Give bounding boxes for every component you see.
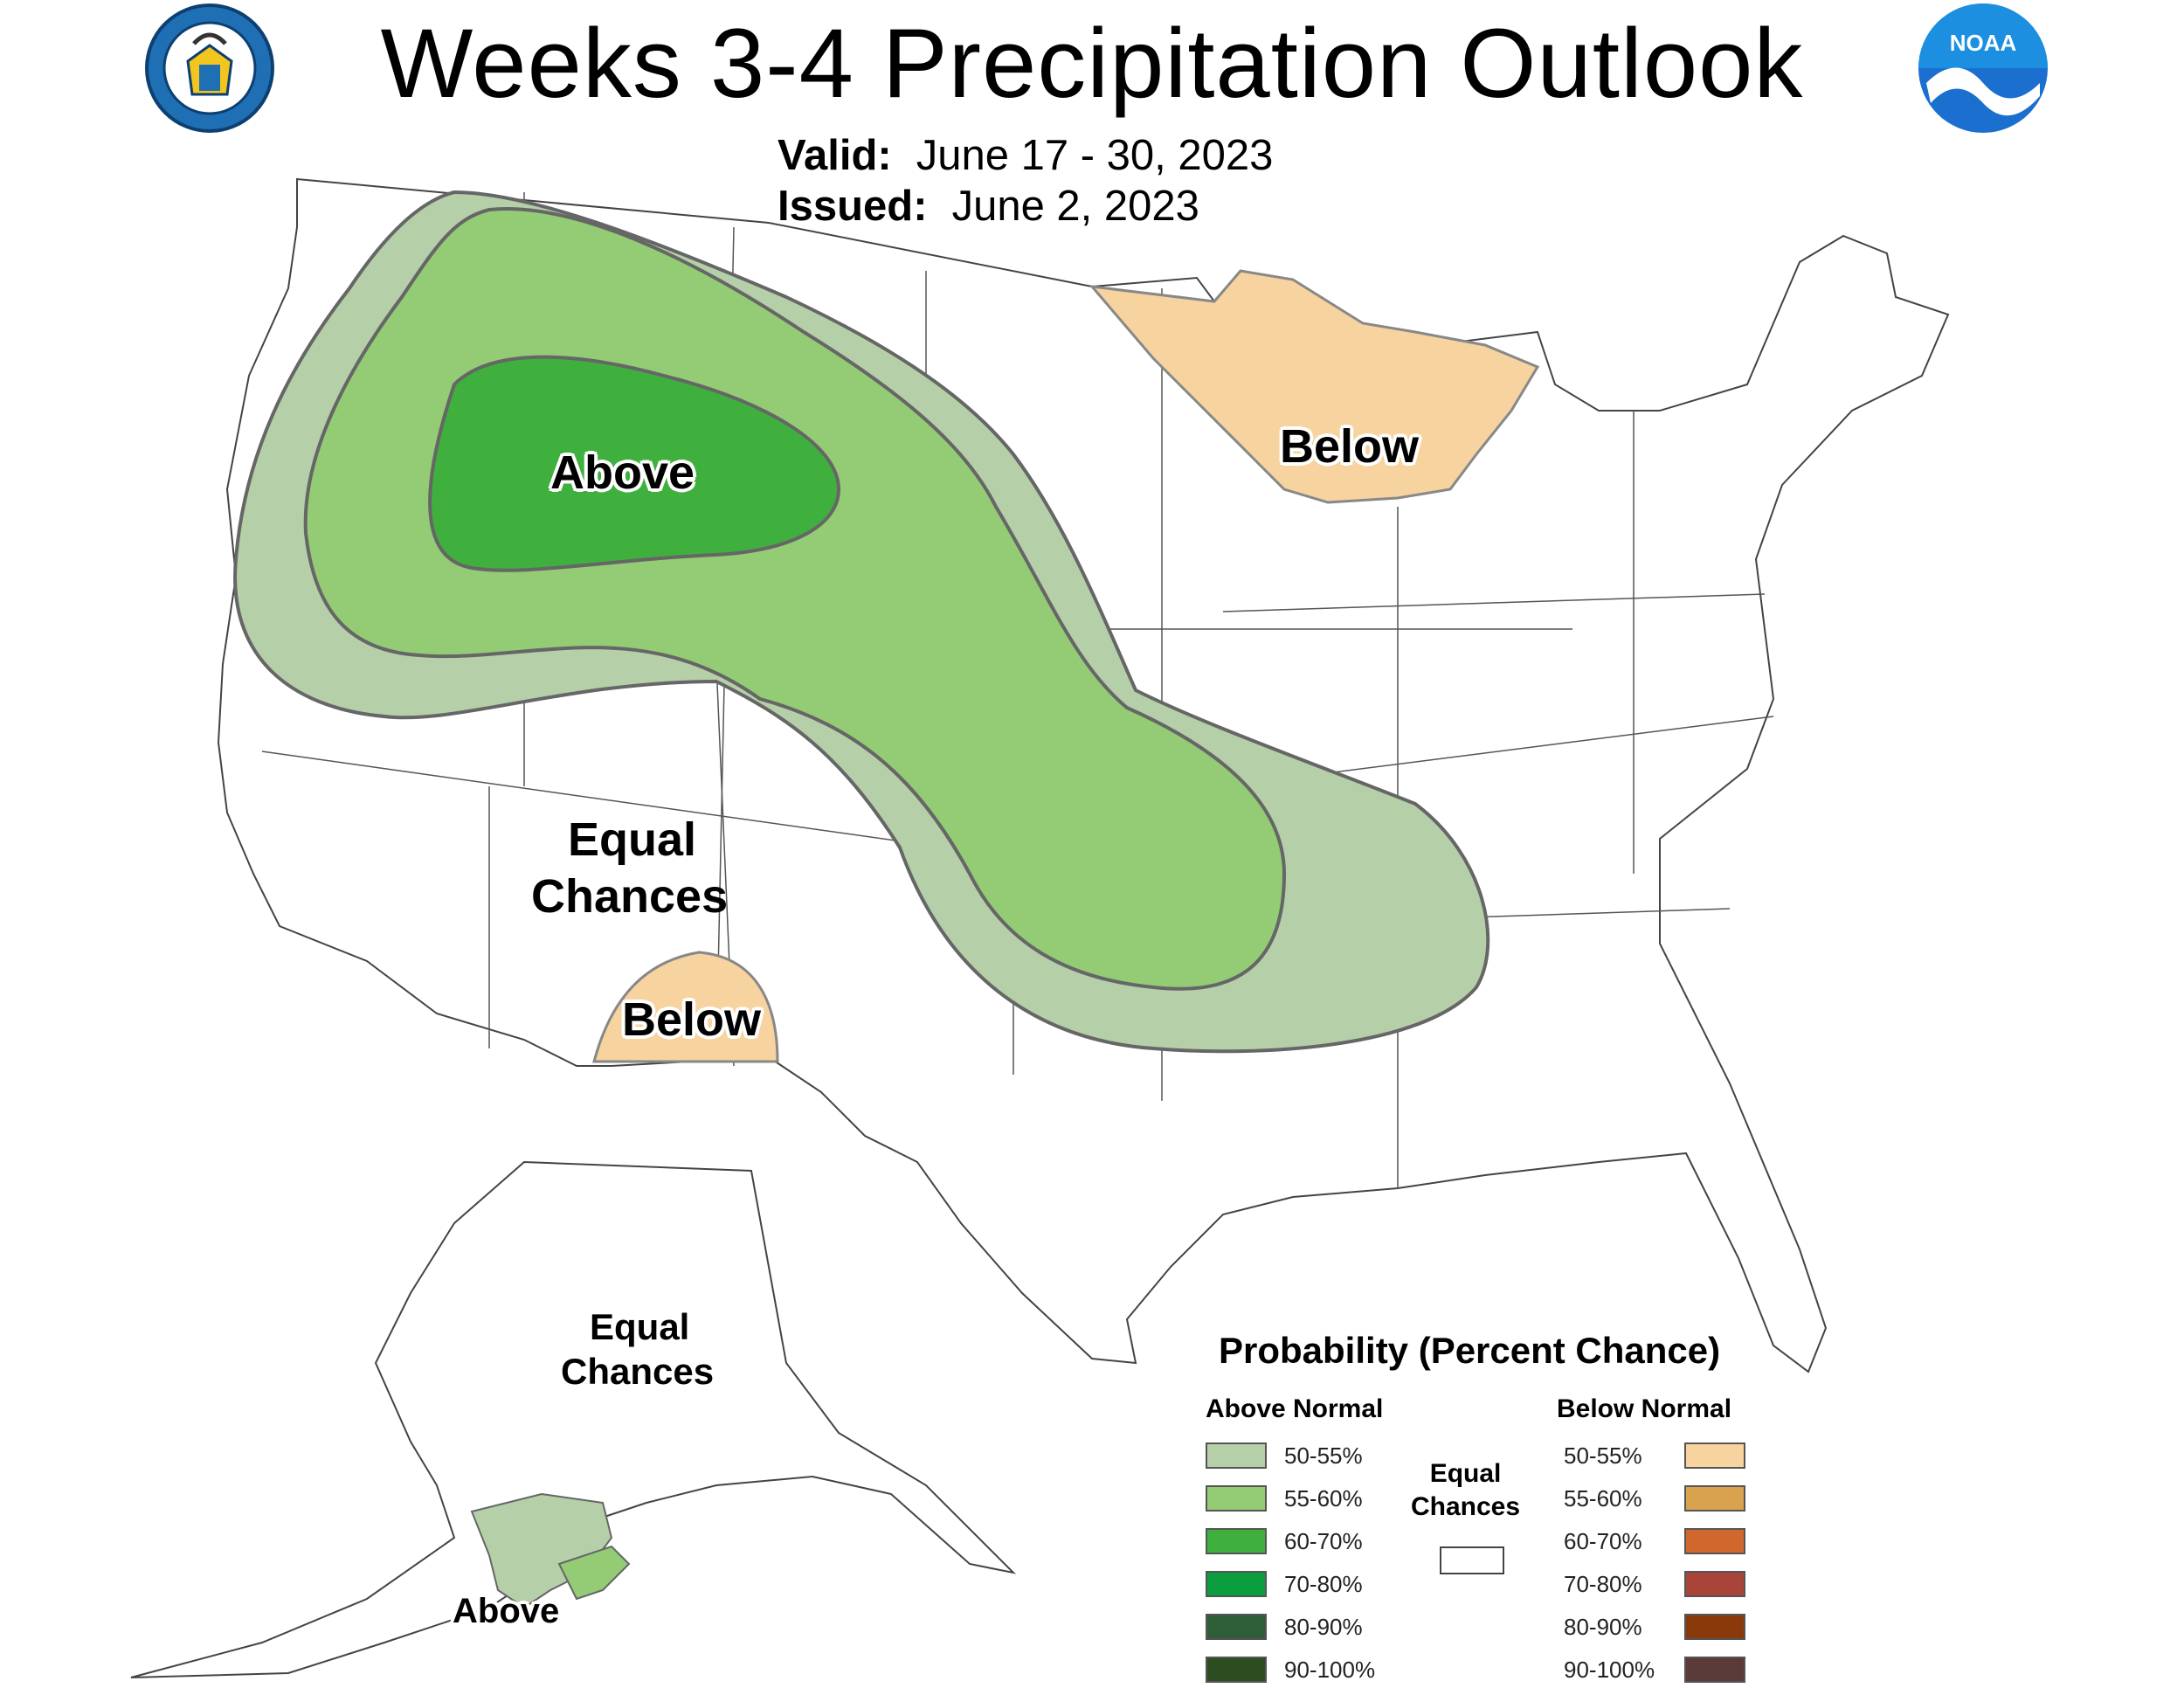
legend-above-swatch-1 [1206,1485,1267,1512]
label-alaska-above: Above [453,1592,560,1630]
legend-below-swatch-2 [1684,1528,1745,1554]
legend-above-swatch-5 [1206,1657,1267,1683]
legend-below-header: Below Normal [1557,1394,1732,1423]
valid-dates-row: Valid: June 17 - 30, 2023 [778,131,1273,180]
legend-above-swatch-2 [1206,1528,1267,1554]
label-equal-chances-1: Equal [568,813,697,866]
legend-above-swatch-0 [1206,1442,1267,1469]
label-below-southwest: Below [622,993,762,1046]
legend-title: Probability (Percent Chance) [1219,1330,1721,1371]
legend-below-label-3: 70-80% [1564,1571,1642,1597]
noaa-icon: NOAA [1918,3,2048,133]
legend-above-label-3: 70-80% [1284,1571,1363,1597]
valid-dates: June 17 - 30, 2023 [916,132,1274,179]
alaska-outline [130,1160,1017,1678]
legend-above-label-4: 80-90% [1284,1614,1363,1640]
legend-equal-1: Equal [1429,1459,1502,1488]
legend-below-swatch-1 [1684,1485,1745,1512]
alaska-above-strong-region [557,1545,631,1601]
legend-below-label-2: 60-70% [1564,1528,1642,1554]
below-great-lakes-region [1089,269,1540,504]
legend-above-header: Above Normal [1206,1394,1384,1423]
legend-below-swatch-3 [1684,1571,1745,1597]
legend-below-swatch-4 [1684,1614,1745,1640]
issued-date: June 2, 2023 [951,183,1199,230]
above-60-70-region [428,355,841,572]
legend-below-label-4: 80-90% [1564,1614,1642,1640]
legend-above-swatch-3 [1206,1571,1267,1597]
legend-below-swatch-0 [1684,1442,1745,1469]
below-southwest-region [592,951,779,1063]
legend-equal-chances-label: Equal Chances [1411,1457,1520,1524]
label-equal-chances-2: Chances [531,870,729,923]
legend-above-label-0: 50-55% [1284,1442,1363,1469]
label-above-west: Above [550,446,695,499]
legend-equal-2: Chances [1411,1492,1521,1521]
legend-above-label-2: 60-70% [1284,1528,1363,1554]
legend-equal-chances-swatch [1440,1546,1504,1574]
label-alaska-equal-2: Chances [561,1351,715,1392]
legend-below-label-0: 50-55% [1564,1442,1642,1469]
issued-label: Issued: [778,183,928,230]
valid-label: Valid: [778,132,892,179]
map-title: Weeks 3-4 Precipitation Outlook [380,9,1804,118]
legend-above-label-5: 90-100% [1284,1657,1376,1683]
legend-above-label-1: 55-60% [1284,1485,1363,1512]
label-alaska-equal-1: Equal [590,1306,690,1347]
label-below-great-lakes: Below [1280,420,1420,473]
seal-icon [145,3,274,133]
legend-below-label-1: 55-60% [1564,1485,1642,1512]
issued-date-row: Issued: June 2, 2023 [778,182,1199,231]
legend-below-label-5: 90-100% [1564,1657,1655,1683]
noaa-logo-text: NOAA [1950,30,2017,56]
legend-above-swatch-4 [1206,1614,1267,1640]
legend-below-swatch-5 [1684,1657,1745,1683]
